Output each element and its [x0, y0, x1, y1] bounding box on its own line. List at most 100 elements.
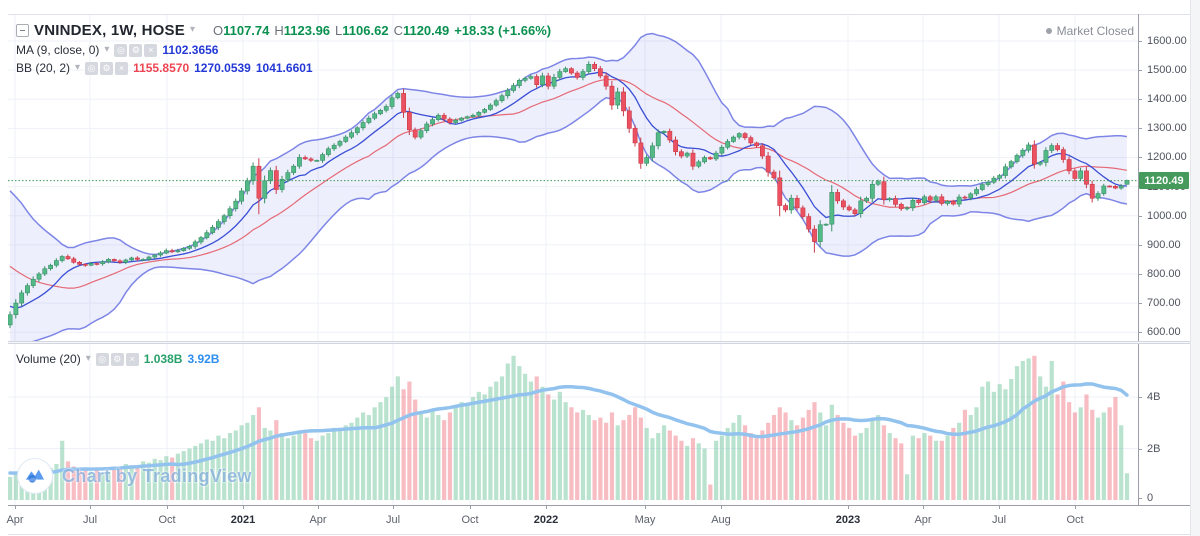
bb-caret-icon[interactable]: ▾: [75, 62, 81, 73]
time-axis-label: Apr: [914, 514, 932, 526]
axis-tick-mark: [1138, 128, 1142, 130]
price-axis-label: 1000.00: [1147, 209, 1187, 222]
bb-eye-icon[interactable]: ◎: [85, 61, 99, 75]
widget-top-border: [8, 14, 1190, 15]
time-axis[interactable]: Apr Jul Oct 2021 Apr Jul Oct 2022 May Aug 2023 Apr J…: [6, 505, 1190, 534]
price-axis-label: 1600.00: [1147, 35, 1187, 47]
time-axis-label: Jul: [82, 514, 98, 526]
volume-ma-value: 3.92B: [187, 352, 220, 366]
tradingview-logo-icon[interactable]: [17, 458, 53, 494]
time-axis-label: 2021: [230, 514, 256, 526]
time-tick-mark: [1075, 505, 1076, 509]
time-axis-label: Jul: [991, 514, 1007, 526]
watermark-text[interactable]: Chart by TradingView: [62, 465, 252, 486]
ohlc-high: H1123.96: [274, 22, 331, 38]
time-axis-label: Jul: [385, 514, 401, 526]
ma-indicator-label[interactable]: MA (9, close, 0): [16, 43, 100, 57]
price-axis-label: 1200.00: [1147, 151, 1187, 164]
time-tick-mark: [243, 505, 244, 509]
time-tick-mark: [90, 505, 91, 509]
volume-legend: Volume (20) ▾ ◎ ⚙ × 1.038B 3.92B: [16, 350, 219, 368]
volume-bars: [8, 355, 1130, 500]
price-axis-label: 1300.00: [1147, 122, 1187, 135]
volume-grid: [8, 343, 1138, 505]
time-axis-label: Apr: [309, 514, 327, 526]
price-axis-label: 700.00: [1147, 297, 1181, 310]
axis-tick-mark: [1138, 273, 1142, 275]
axis-tick-mark: [1138, 303, 1142, 305]
axis-tick-mark: [1138, 157, 1142, 159]
volume-settings-icon[interactable]: ⚙: [110, 352, 124, 366]
market-status: Market Closed: [1045, 24, 1134, 38]
bb-settings-icon[interactable]: ⚙: [100, 61, 114, 75]
ohlc-low: L1106.62: [335, 22, 389, 38]
time-axis-label: May: [634, 514, 656, 526]
ma-eye-icon[interactable]: ◎: [114, 43, 128, 57]
pane-divider-handle[interactable]: [8, 341, 1190, 344]
bb-remove-icon[interactable]: ×: [115, 61, 129, 75]
time-tick-mark: [848, 505, 849, 509]
time-axis-label: Oct: [461, 514, 479, 526]
collapse-pane-icon[interactable]: [16, 23, 29, 37]
price-axis-label: 4B: [1147, 391, 1161, 403]
time-tick-mark: [15, 505, 16, 509]
price-axis-label: 1500.00: [1147, 64, 1187, 77]
ohlc-close: C1120.49: [393, 22, 450, 38]
time-axis-label: Apr: [6, 514, 24, 526]
tradingview-watermark: Chart by TradingView: [17, 458, 252, 494]
time-tick-mark: [546, 505, 547, 509]
symbol-title[interactable]: VNINDEX, 1W, HOSE: [34, 21, 185, 39]
time-tick-mark: [318, 505, 319, 509]
time-tick-mark: [167, 505, 168, 509]
axis-tick-mark: [1138, 215, 1142, 217]
axis-tick-mark: [1138, 448, 1142, 450]
price-axis-label: 0: [1147, 492, 1154, 504]
bb-upper-value: 1270.0539: [194, 61, 251, 75]
axis-tick-mark: [1138, 498, 1142, 499]
axis-tick-mark: [1138, 41, 1142, 42]
volume-indicator-label[interactable]: Volume (20): [16, 352, 81, 366]
time-axis-label: Oct: [158, 514, 176, 526]
volume-value: 1.038B: [143, 352, 183, 366]
time-axis-label: 2023: [835, 514, 861, 526]
bb-indicator-label[interactable]: BB (20, 2): [16, 61, 71, 75]
volume-eye-icon[interactable]: ◎: [95, 352, 109, 366]
time-axis-label: Aug: [711, 514, 731, 526]
volume-remove-icon[interactable]: ×: [125, 352, 139, 366]
volume-caret-icon[interactable]: ▾: [85, 353, 91, 364]
price-pane-canvas[interactable]: [8, 14, 1138, 342]
ma-remove-icon[interactable]: ×: [144, 43, 158, 57]
price-axis[interactable]: 1600.001500.001400.001300.001200.001100.…: [1138, 14, 1190, 505]
main-legend: VNINDEX, 1W, HOSE ▾ O1107.74 H1123.96 L1…: [16, 20, 551, 77]
widget-bottom-border: [8, 534, 1190, 535]
page-scrollbar[interactable]: [1190, 0, 1200, 536]
time-tick-mark: [645, 505, 646, 509]
volume-pane-canvas[interactable]: [8, 343, 1138, 505]
price-axis-label: 600.00: [1147, 326, 1181, 339]
price-axis-label: 2B: [1147, 442, 1161, 455]
time-tick-mark: [393, 505, 394, 509]
time-tick-mark: [923, 505, 924, 509]
time-tick-mark: [721, 505, 722, 509]
price-axis-label: 800.00: [1147, 267, 1181, 280]
time-axis-line: [8, 505, 1190, 506]
time-axis-label: 2022: [533, 514, 559, 526]
price-change: +18.33 (+1.66%): [454, 22, 552, 38]
market-status-dot-icon: [1045, 28, 1052, 34]
ma-caret-icon[interactable]: ▾: [104, 44, 110, 55]
axis-tick-mark: [1138, 99, 1142, 101]
symbol-caret-icon[interactable]: ▾: [189, 24, 195, 35]
price-axis-line: [1138, 14, 1139, 505]
bollinger-band: [9, 32, 1128, 342]
axis-tick-mark: [1138, 332, 1142, 334]
axis-tick-mark: [1138, 244, 1142, 246]
ohlc-open: O1107.74: [212, 22, 270, 38]
ma-settings-icon[interactable]: ⚙: [129, 43, 143, 57]
candlestick-series: [8, 61, 1130, 329]
axis-tick-mark: [1138, 70, 1142, 72]
price-axis-label: 1400.00: [1147, 93, 1187, 106]
bb-basis-value: 1155.8570: [133, 61, 190, 75]
time-axis-label: Oct: [1066, 514, 1084, 526]
time-tick-mark: [470, 505, 471, 509]
